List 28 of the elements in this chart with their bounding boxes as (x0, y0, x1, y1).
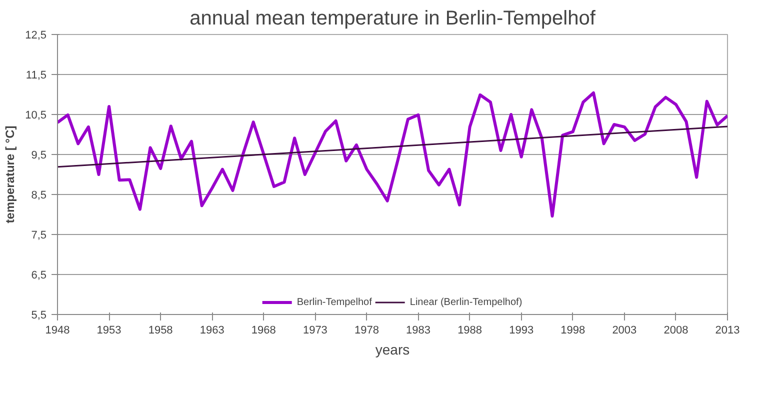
chart-title: annual mean temperature in Berlin-Tempelhof (190, 8, 596, 30)
x-tick-label: 1998 (560, 324, 586, 336)
legend-label: Linear (Berlin-Tempelhof) (410, 296, 522, 308)
y-tick-label: 9,5 (31, 150, 47, 162)
x-tick-label: 1953 (96, 324, 122, 336)
x-tick-label: 1978 (354, 324, 379, 336)
y-tick-label: 5,5 (31, 310, 47, 322)
x-axis-title: years (375, 342, 410, 358)
legend-label: Berlin-Tempelhof (296, 296, 372, 308)
x-tick-label: 2013 (715, 324, 740, 336)
y-axis-title: temperature [ °C] (3, 126, 18, 224)
y-tick-label: 12,5 (25, 30, 47, 42)
x-tick-label: 2008 (664, 324, 688, 336)
x-tick-label: 1983 (406, 324, 431, 336)
x-tick-label: 1988 (458, 324, 482, 336)
x-tick-label: 1963 (200, 324, 224, 336)
x-tick-label: 1968 (251, 324, 276, 336)
x-tick-label: 1948 (45, 324, 70, 336)
x-tick-label: 1993 (509, 324, 534, 336)
x-tick-label: 2003 (612, 324, 637, 336)
line-series (58, 91, 728, 218)
y-tick-label: 11,5 (26, 70, 46, 82)
y-tick-label: 7,5 (31, 230, 47, 242)
y-tick-label: 10,5 (25, 110, 47, 122)
y-tick-label: 8,5 (31, 190, 47, 202)
x-tick-label: 1958 (148, 324, 173, 336)
x-tick-label: 1973 (302, 324, 328, 336)
y-tick-label: 6,5 (31, 270, 47, 282)
